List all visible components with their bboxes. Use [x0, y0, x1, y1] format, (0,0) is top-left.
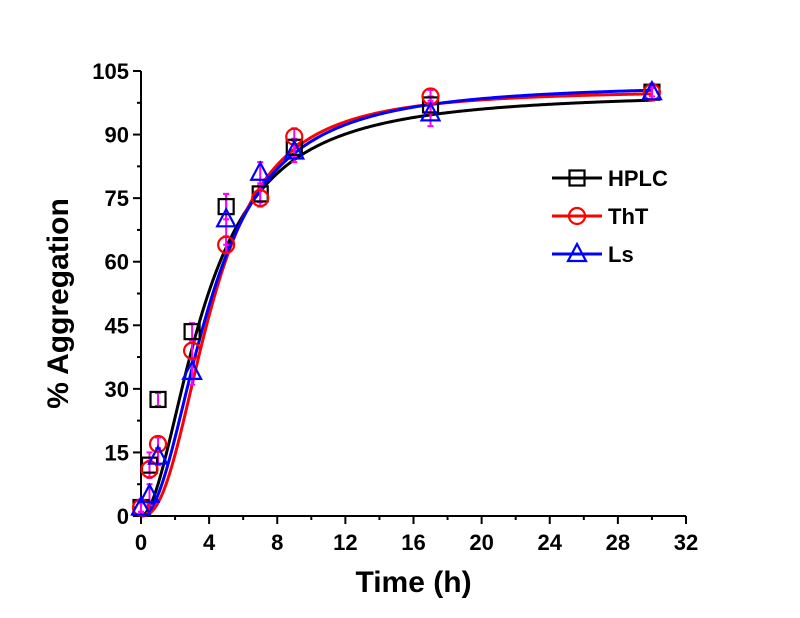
- y-tick-label: 0: [117, 504, 129, 529]
- x-axis-title: Time (h): [355, 566, 471, 599]
- x-tick-label: 32: [674, 530, 698, 555]
- data-point-tht: [217, 235, 236, 254]
- x-axis-ticks: 0 4 8 12 16 20 24 28 32: [135, 516, 698, 555]
- data-point-ls: [249, 160, 272, 181]
- x-tick-label: 4: [203, 530, 216, 555]
- x-tick-label: 16: [401, 530, 425, 555]
- legend-label-tht: ThT: [608, 204, 649, 229]
- legend-label-hplc: HPLC: [608, 166, 668, 191]
- data-markers: [130, 79, 663, 517]
- y-tick-label: 105: [92, 59, 129, 84]
- legend: HPLC ThT Ls: [552, 166, 668, 267]
- data-point-ls: [130, 495, 152, 516]
- data-point-ls: [215, 206, 237, 228]
- fit-curve-ls: [140, 88, 652, 518]
- data-point-ls: [138, 482, 161, 503]
- legend-item-tht: ThT: [552, 204, 649, 229]
- y-tick-label: 75: [105, 186, 129, 211]
- legend-marker-ls: [566, 241, 588, 263]
- legend-marker-shape: [568, 169, 586, 187]
- legend-label-ls: Ls: [608, 242, 634, 267]
- data-point-tht: [285, 127, 304, 146]
- data-point-hplc: [217, 198, 235, 216]
- legend-marker-tht: [567, 206, 587, 226]
- y-axis-ticks: 0 15 30 45 60 75 90 105: [92, 59, 141, 529]
- data-point-hplc: [183, 323, 201, 341]
- x-tick-label: 28: [606, 530, 630, 555]
- fit-curve-hplc: [140, 98, 652, 518]
- legend-item-ls: Ls: [552, 241, 634, 267]
- data-point-tht: [182, 341, 202, 360]
- x-tick-label: 20: [469, 530, 493, 555]
- data-point-ls: [181, 359, 203, 381]
- data-point-ls: [283, 139, 306, 160]
- y-tick-label: 30: [105, 377, 129, 402]
- legend-item-hplc: HPLC: [552, 166, 668, 191]
- x-tick-label: 24: [538, 530, 563, 555]
- data-point-hplc: [421, 96, 440, 114]
- fit-curve-tht: [140, 92, 652, 518]
- legend-marker-shape: [567, 206, 587, 226]
- legend-marker-hplc: [568, 169, 586, 187]
- data-point-tht: [148, 434, 168, 454]
- data-point-ls: [641, 79, 663, 101]
- legend-marker-shape: [566, 241, 588, 263]
- data-point-ls: [419, 101, 442, 122]
- y-tick-label: 60: [105, 250, 129, 275]
- y-tick-label: 15: [105, 440, 129, 465]
- plot-area: 0 15 30 45 60 75 90 105 0 4 8 12 16 20 24 28 32: [92, 59, 698, 555]
- fit-curves: [140, 88, 652, 518]
- x-tick-label: 0: [135, 530, 147, 555]
- y-tick-label: 45: [105, 313, 129, 338]
- data-point-ls: [147, 444, 169, 465]
- y-tick-label: 90: [105, 123, 129, 148]
- data-point-hplc: [149, 390, 167, 409]
- x-tick-label: 12: [333, 530, 357, 555]
- data-point-tht: [251, 189, 270, 208]
- y-axis-title: % Aggregation: [42, 198, 75, 409]
- x-tick-label: 8: [271, 530, 283, 555]
